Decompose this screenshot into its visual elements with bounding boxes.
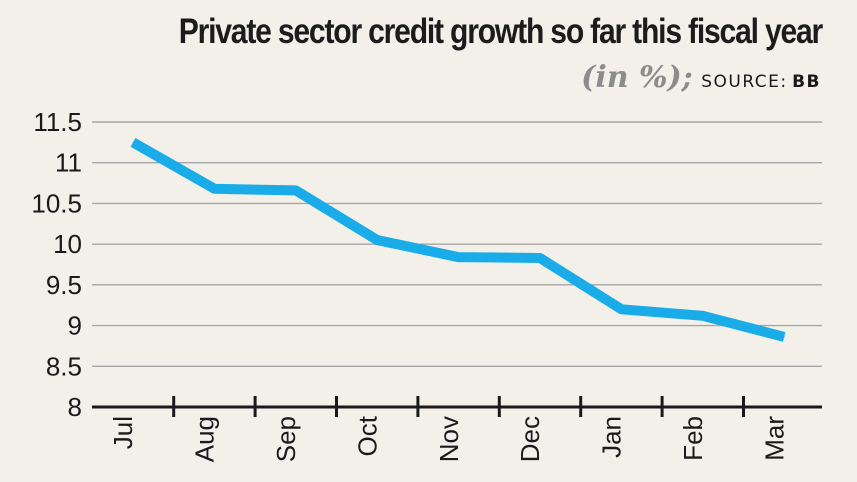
x-tick-label: Aug [190, 416, 220, 462]
data-point [213, 188, 215, 190]
x-axis [92, 396, 822, 417]
x-tick-label: Jul [108, 416, 138, 449]
x-axis-labels: Jul Aug Sep Oct Nov Dec Jan Feb Mar [108, 415, 789, 462]
x-tick-label: Feb [678, 416, 708, 461]
series [130, 138, 786, 342]
source-name: BB [792, 72, 821, 92]
data-point [132, 141, 134, 143]
x-tick-label: Oct [352, 415, 382, 456]
y-tick-label: 10 [53, 229, 82, 259]
y-tick-label: 8.5 [46, 351, 82, 381]
x-tick-label: Dec [515, 416, 545, 462]
chart-subtitle: (in %); SOURCE: BB [581, 60, 821, 95]
series-line [130, 138, 786, 342]
y-tick-label: 11 [55, 148, 82, 178]
source-label: SOURCE: [701, 72, 788, 92]
data-point [620, 308, 622, 310]
y-axis-labels: 11.5 11 10.5 10 9.5 9 8.5 8 [31, 107, 82, 422]
y-tick-label: 11.5 [33, 107, 82, 137]
y-tick-label: 8 [68, 392, 82, 422]
x-tick-label: Sep [271, 416, 301, 462]
unit-label: (in %); [581, 60, 693, 95]
data-point [458, 256, 460, 258]
gridlines [92, 121, 822, 367]
data-point [539, 257, 541, 259]
data-point [783, 336, 785, 338]
y-tick-label: 9.5 [46, 270, 82, 300]
data-point [376, 239, 378, 241]
y-tick-label: 10.5 [31, 188, 82, 218]
x-tick-label: Mar [759, 416, 789, 461]
y-tick-label: 9 [68, 311, 82, 341]
chart-title: Private sector credit growth so far this… [178, 12, 824, 51]
x-tick-label: Jan [597, 416, 627, 458]
data-point [702, 315, 704, 317]
data-point [295, 189, 297, 191]
x-tick-label: Nov [434, 416, 464, 462]
